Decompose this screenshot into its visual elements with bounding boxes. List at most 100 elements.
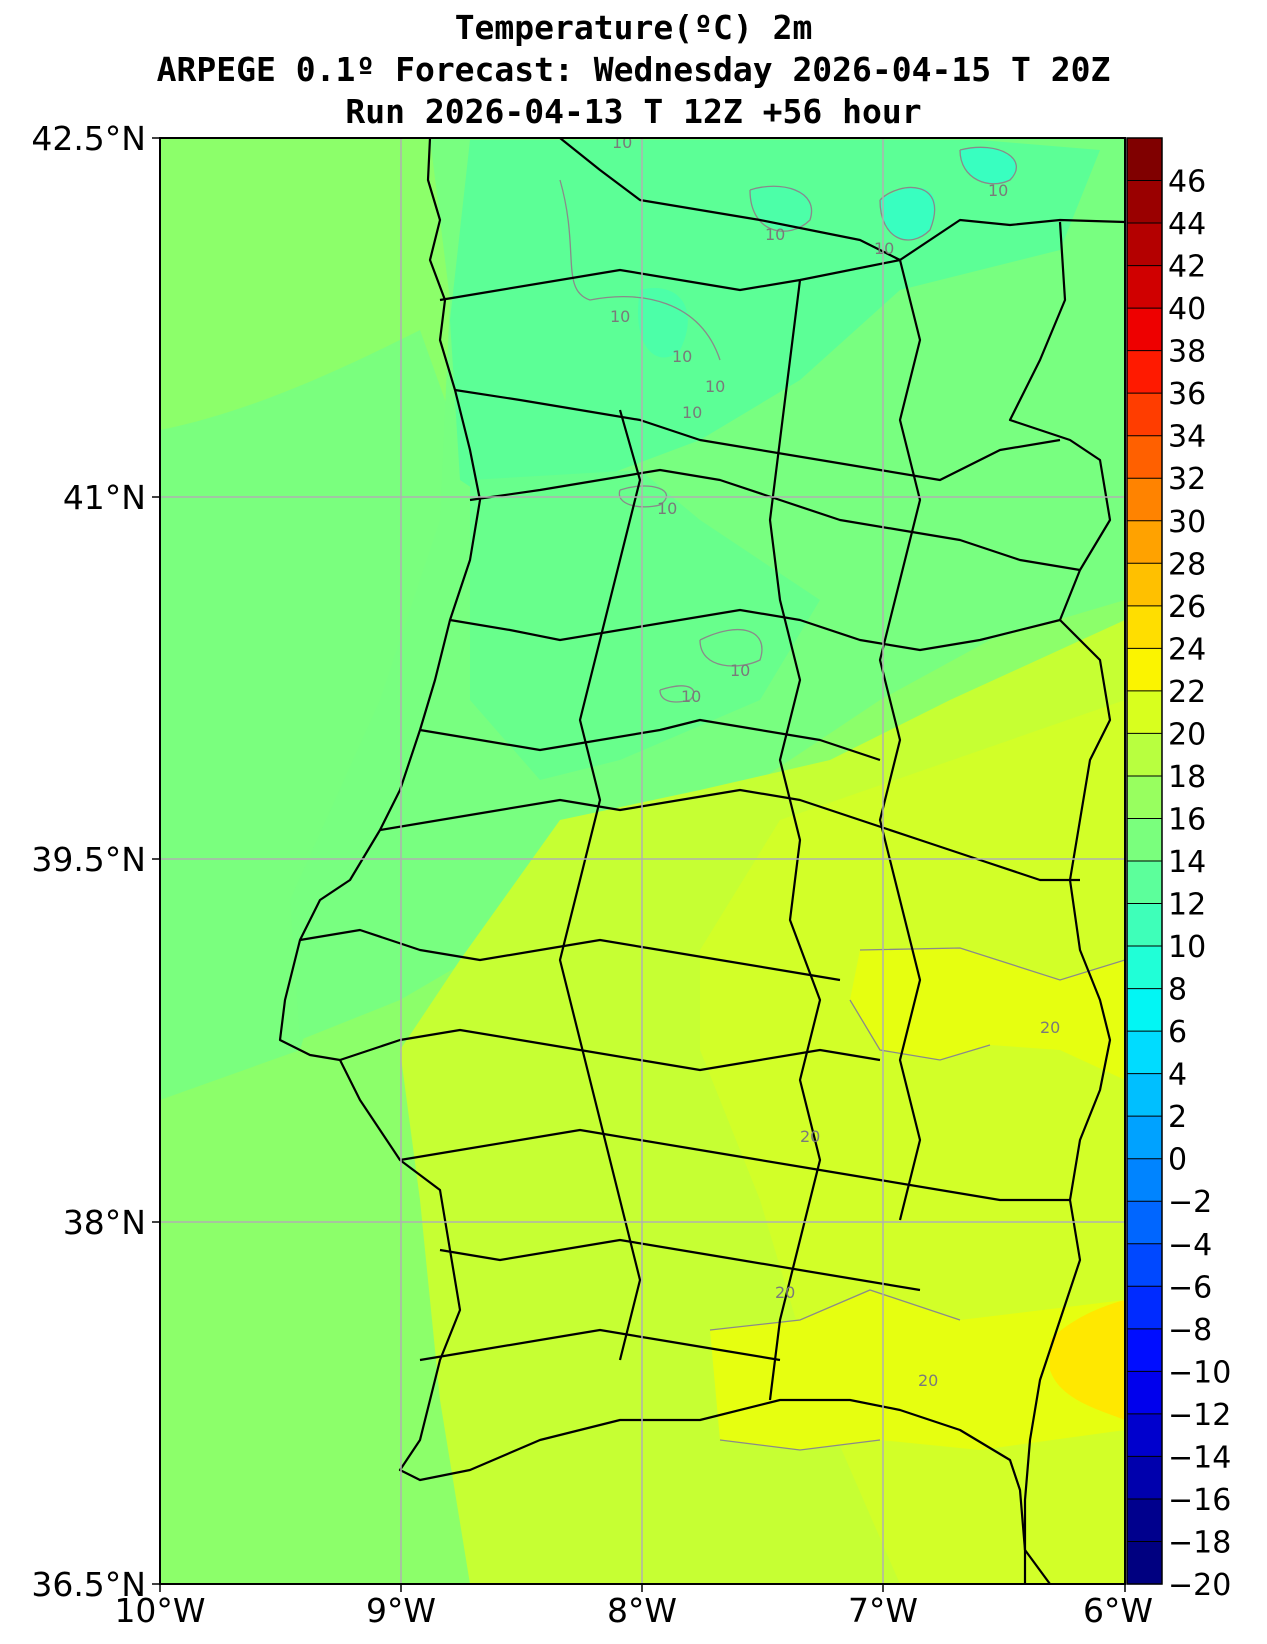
colorbar-swatch [1127, 180, 1162, 224]
hot-zone-south [710, 1290, 1125, 1450]
colorbar-swatch [1127, 1158, 1162, 1202]
colorbar-label: 26 [1168, 590, 1206, 625]
contour-labels: 10 10 10 10 10 10 10 10 10 10 10 20 20 2… [610, 133, 1060, 1390]
district-3 [469, 468, 1081, 572]
grid-lines [160, 138, 1125, 1584]
colorbar-label: 14 [1168, 845, 1206, 880]
coastline [278, 138, 1051, 1584]
colorbar-label: 34 [1168, 420, 1206, 455]
colorbar-label: 36 [1168, 377, 1206, 412]
colorbar-swatch [1127, 1243, 1162, 1287]
map-title-line1: Temperature(ºC) 2m [454, 8, 813, 47]
colorbar: 4644424038363432302826242220181614121086… [1126, 137, 1231, 1603]
map-title-line3: Run 2026-04-13 T 12Z +56 hour [345, 92, 922, 131]
cold-patch-north-1 [880, 187, 936, 240]
colorbar-label: −8 [1168, 1313, 1212, 1348]
district-9 [399, 1128, 1070, 1202]
contour-label: 10 [988, 181, 1008, 200]
colorbar-label: −6 [1168, 1270, 1212, 1305]
contour-label: 20 [800, 1127, 820, 1146]
border-north [559, 138, 1125, 262]
colorbar-swatch [1127, 308, 1162, 352]
colorbar-swatch [1127, 605, 1162, 649]
colorbar-swatch [1127, 690, 1162, 735]
colorbar-swatch [1127, 223, 1162, 267]
colorbar-swatch [1127, 350, 1162, 394]
colorbar-swatch [1127, 478, 1162, 522]
latitude-axis: 42.5°N 41°N 39.5°N 38°N 36.5°N [31, 119, 160, 1604]
colorbar-swatch [1127, 1456, 1162, 1500]
colorbar-swatch [1127, 1371, 1162, 1415]
colorbar-label: 16 [1168, 802, 1206, 837]
colorbar-swatch [1127, 520, 1162, 564]
colorbar-label: 32 [1168, 462, 1206, 497]
colorbar-swatch [1127, 903, 1162, 947]
district-11 [419, 1328, 781, 1362]
colorbar-label: 12 [1168, 888, 1206, 923]
colorbar-label: 8 [1168, 973, 1187, 1008]
colorbar-swatch [1127, 265, 1162, 309]
colorbar-label: −18 [1168, 1525, 1231, 1560]
country-borders [278, 138, 1125, 1584]
lat-tick-label: 41°N [63, 478, 146, 517]
colorbar-label: 18 [1168, 760, 1206, 795]
colorbar-swatch [1127, 1413, 1162, 1458]
colorbar-label: 10 [1168, 930, 1206, 965]
colorbar-label: −2 [1168, 1185, 1212, 1220]
contour-label: 10 [612, 133, 632, 152]
lon-tick-label: 7°W [848, 1591, 918, 1630]
cool-patch-north-4 [750, 186, 812, 230]
district-6 [379, 788, 1080, 882]
lat-tick-label: 42.5°N [31, 119, 146, 158]
colorbar-label: 40 [1168, 292, 1206, 327]
coastal-cool-band [160, 330, 470, 1100]
district-10 [439, 1238, 921, 1292]
colorbar-swatch [1127, 648, 1162, 692]
lon-tick-label: 6°W [1083, 1591, 1153, 1630]
district-4 [449, 608, 1061, 652]
colorbar-swatch [1127, 393, 1162, 437]
colorbar-label: 2 [1168, 1100, 1187, 1135]
colorbar-label: −4 [1168, 1228, 1212, 1263]
colorbar-label: 6 [1168, 1015, 1187, 1050]
district-vertical-2 [768, 279, 822, 1401]
contour-label: 10 [730, 661, 750, 680]
contour-label: 10 [705, 377, 725, 396]
district-vertical-3 [878, 259, 922, 1221]
cold-patch-north-3 [638, 288, 688, 358]
colorbar-label: −12 [1168, 1398, 1231, 1433]
colorbar-label: −20 [1168, 1568, 1231, 1603]
contour-label: 10 [681, 687, 701, 706]
contour-label: 10 [672, 347, 692, 366]
lon-tick-label: 9°W [366, 1591, 436, 1630]
colorbar-swatch [1127, 138, 1162, 182]
lon-tick-label: 8°W [607, 1591, 677, 1630]
lat-tick-label: 39.5°N [31, 840, 146, 879]
colorbar-swatch [1127, 775, 1162, 820]
district-8 [339, 1028, 881, 1072]
colorbar-swatch [1127, 946, 1162, 990]
contour-label: 10 [874, 239, 894, 258]
colorbar-swatch [1127, 1201, 1162, 1245]
colorbar-label: 24 [1168, 632, 1206, 667]
colorbar-label: −10 [1168, 1355, 1231, 1390]
contour-lines [559, 146, 1125, 1451]
colorbar-label: 22 [1168, 675, 1206, 710]
longitude-axis: 10°W 9°W 8°W 7°W 6°W [114, 1584, 1153, 1630]
temperature-field: 10 10 10 10 10 10 10 10 10 10 10 20 20 2… [160, 133, 1125, 1584]
colorbar-label: −16 [1168, 1483, 1231, 1518]
district-2 [454, 388, 1061, 482]
colorbar-swatch [1127, 1073, 1162, 1117]
lat-tick-label: 38°N [63, 1203, 146, 1242]
district-5 [419, 718, 881, 762]
contour-label: 10 [682, 403, 702, 422]
colorbar-label: 44 [1168, 207, 1206, 242]
district-7 [299, 928, 841, 982]
colorbar-label: 42 [1168, 250, 1206, 285]
lat-tick-label: 36.5°N [31, 1565, 146, 1604]
colorbar-label: 4 [1168, 1058, 1187, 1093]
contour-label: 10 [765, 225, 785, 244]
contour-label: 20 [775, 1283, 795, 1302]
district-vertical-1 [558, 409, 642, 1361]
